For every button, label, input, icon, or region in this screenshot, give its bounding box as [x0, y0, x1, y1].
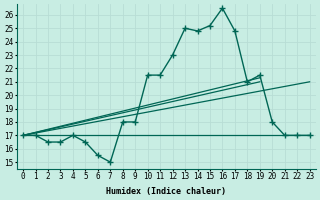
X-axis label: Humidex (Indice chaleur): Humidex (Indice chaleur): [106, 187, 226, 196]
